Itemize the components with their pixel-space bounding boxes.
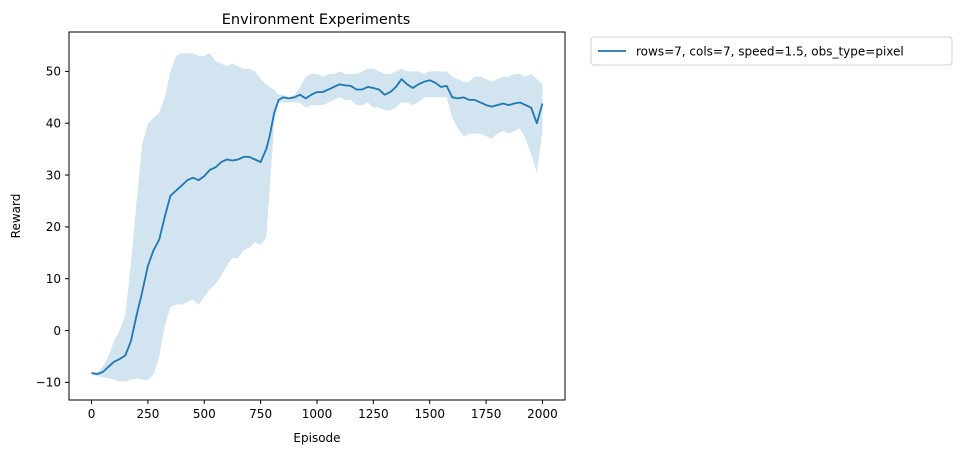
series-line-layer [91,78,544,375]
y-tick-label: 10 [46,272,61,286]
x-tick-label: 1000 [302,407,333,421]
y-tick-label: 30 [46,168,61,182]
legend-box [590,36,953,66]
series-line-0 [91,78,544,375]
legend-label-series-0: rows=7, cols=7, speed=1.5, obs_type=pixe… [636,45,904,59]
y-tick-label: 50 [46,65,61,79]
y-tick-label: 40 [46,117,61,131]
y-axis-label: Reward [9,194,23,239]
x-tick-label: 2000 [527,407,558,421]
x-axis-ticks: 0 250 500 750 1000 1250 1500 1750 2000 [88,400,558,421]
confidence-band-layer [91,53,543,382]
y-tick-label: 0 [53,324,61,338]
y-axis-ticks: −10 0 10 20 30 40 50 [36,65,69,390]
confidence-band-series-0 [91,53,543,382]
chart-title: Environment Experiments [222,12,411,28]
x-tick-label: 750 [249,407,272,421]
y-tick-label: −10 [36,376,61,390]
x-tick-label: 0 [88,407,96,421]
x-tick-label: 1250 [358,407,389,421]
y-tick-label: 20 [46,220,61,234]
x-tick-label: 500 [193,407,216,421]
legend: rows=7, cols=7, speed=1.5, obs_type=pixe… [590,36,953,66]
x-tick-label: 1500 [414,407,445,421]
x-tick-label: 250 [136,407,159,421]
x-tick-label: 1750 [471,407,502,421]
x-axis-label: Episode [293,431,340,445]
